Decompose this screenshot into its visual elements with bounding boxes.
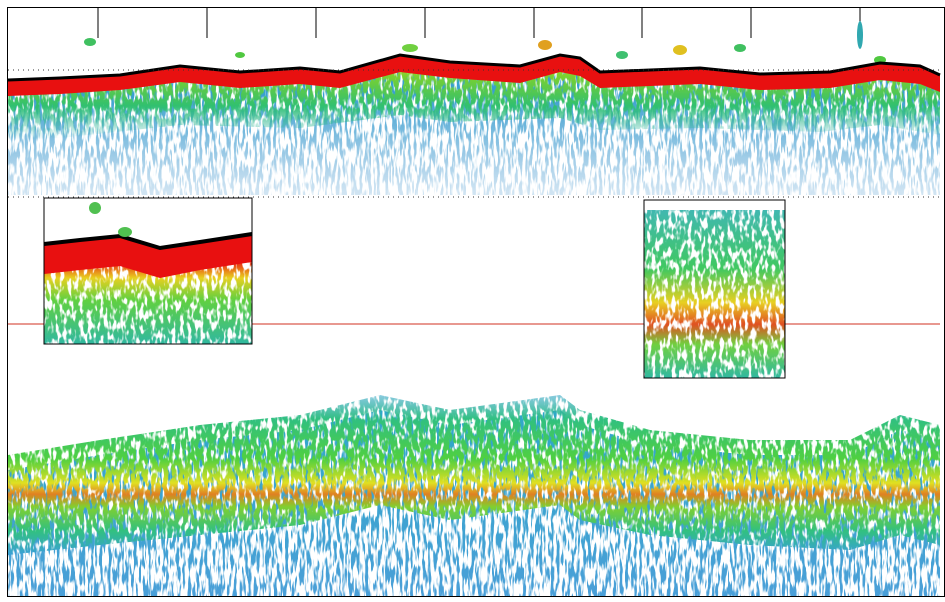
inset-zoom (643, 199, 786, 379)
fish-echoes (84, 21, 886, 64)
top-echo (7, 53, 941, 195)
tick-marks (97, 8, 861, 38)
inset-zoom (43, 197, 253, 345)
lower-echo (8, 395, 940, 597)
